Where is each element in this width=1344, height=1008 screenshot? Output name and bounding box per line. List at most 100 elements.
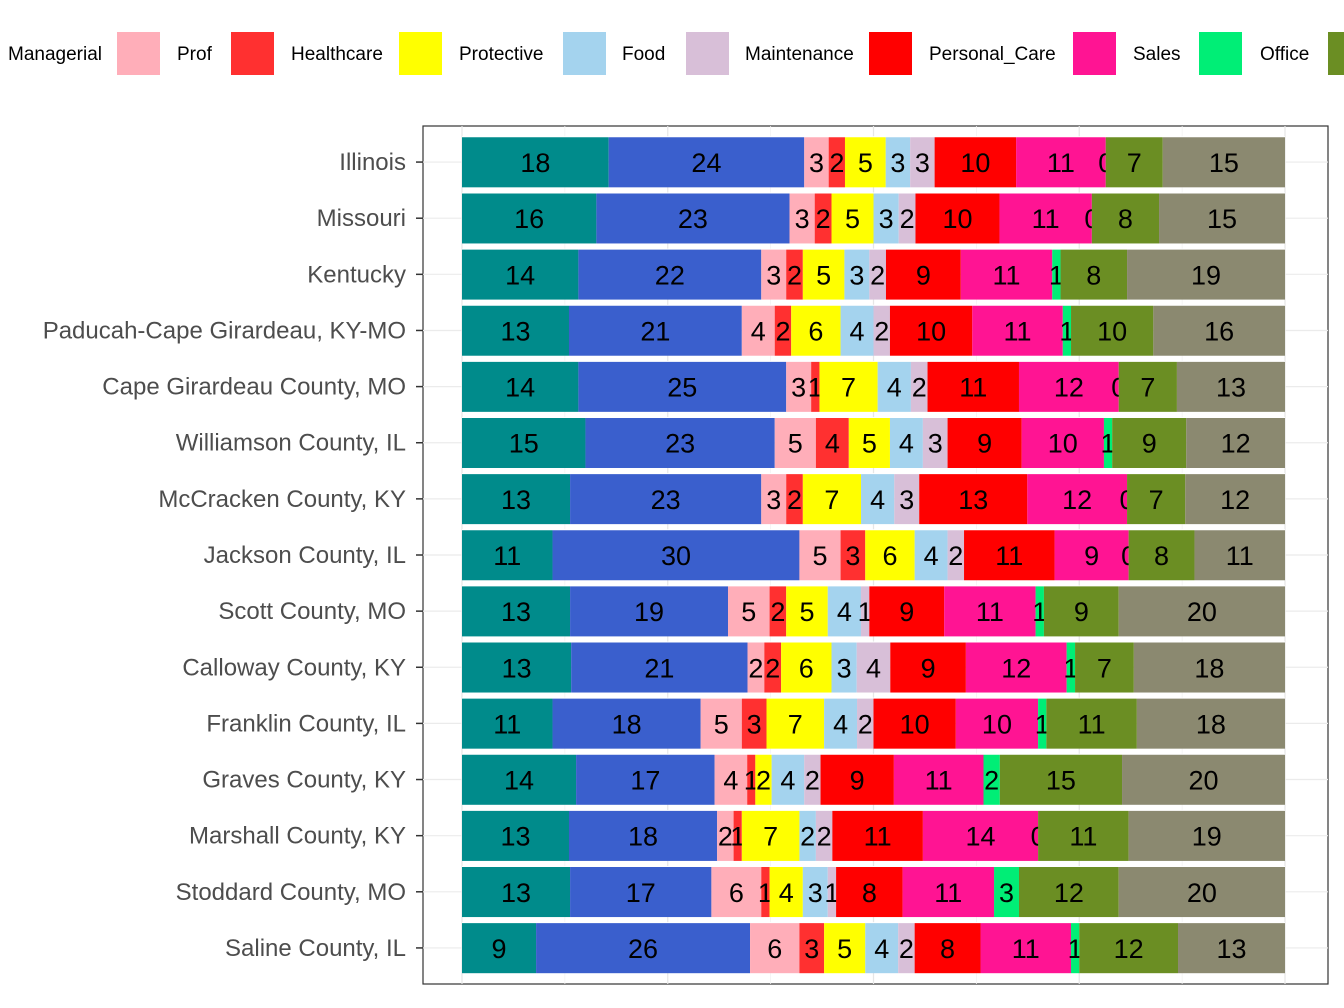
category-label: Franklin County, IL xyxy=(206,710,406,737)
bar-segment xyxy=(774,305,792,356)
bar-segment xyxy=(934,136,1017,188)
data-label: 9 xyxy=(1074,597,1089,627)
bar-segment xyxy=(462,136,609,188)
data-label: 4 xyxy=(850,316,865,346)
data-label: 5 xyxy=(799,597,814,627)
data-label: 3 xyxy=(808,878,823,908)
bar-segment xyxy=(462,754,577,805)
data-label: 26 xyxy=(628,934,658,964)
data-label: 3 xyxy=(766,485,781,515)
data-label: 17 xyxy=(626,878,656,908)
data-label: 3 xyxy=(804,934,819,964)
bar-segment xyxy=(462,810,569,861)
bar-segment xyxy=(799,810,816,861)
bar-segment xyxy=(828,136,845,188)
data-label: 9 xyxy=(921,653,936,683)
data-label: 6 xyxy=(808,316,823,346)
bar-segment xyxy=(741,810,800,861)
bar-segment xyxy=(1112,417,1187,468)
bar-segment xyxy=(922,417,948,468)
bar-segment xyxy=(1186,417,1285,468)
bar-segment xyxy=(910,361,928,412)
data-label: 2 xyxy=(748,653,763,683)
bar-segment xyxy=(1153,305,1285,356)
data-label: 2 xyxy=(900,204,915,234)
data-label: 1 xyxy=(824,878,839,908)
bar-segment xyxy=(1066,642,1076,693)
bar-segment xyxy=(831,192,874,244)
data-label: 6 xyxy=(767,934,782,964)
data-label: 15 xyxy=(1207,204,1237,234)
bar-segment xyxy=(856,642,891,693)
data-label: 1 xyxy=(858,597,873,627)
bar-segment xyxy=(799,922,825,974)
data-label: 4 xyxy=(780,766,795,796)
bar-segment xyxy=(578,361,787,412)
bar-segment xyxy=(585,417,775,468)
legend: Managerial Prof Healthcare Protective Food Ma… xyxy=(0,30,1344,80)
data-label: 17 xyxy=(630,766,660,796)
data-label: 30 xyxy=(661,541,691,571)
bar-segment xyxy=(972,305,1063,356)
data-label: 7 xyxy=(1149,485,1164,515)
bar-segment xyxy=(1035,585,1044,637)
bar-segment xyxy=(1054,529,1129,581)
legend-swatch xyxy=(1199,32,1242,75)
data-label: 25 xyxy=(667,373,697,403)
data-label: 3 xyxy=(795,204,810,234)
legend-label: Managerial xyxy=(8,44,102,65)
data-label: 11 xyxy=(1004,316,1032,346)
bar-segment xyxy=(840,529,866,581)
data-label: 13 xyxy=(958,485,988,515)
bar-segment xyxy=(761,866,770,918)
category-label: McCracken County, KY xyxy=(158,486,406,513)
data-label: 20 xyxy=(1187,878,1217,908)
data-label: 1 xyxy=(744,766,759,796)
bar-segment xyxy=(462,305,569,356)
bar-segment xyxy=(786,585,828,637)
data-label: 1 xyxy=(1059,316,1074,346)
bar-segment xyxy=(1136,698,1285,749)
data-label: 9 xyxy=(850,766,865,796)
bar-segment xyxy=(877,361,911,412)
bar-segment xyxy=(1122,754,1285,805)
legend-swatch xyxy=(869,32,912,75)
data-label: 1 xyxy=(1035,709,1050,739)
data-label: 1 xyxy=(758,878,773,908)
bar-segment xyxy=(1194,529,1285,581)
bar-segment xyxy=(791,305,841,356)
data-label: 8 xyxy=(1086,260,1101,290)
bar-segment xyxy=(1103,417,1113,468)
bar-segment xyxy=(1021,417,1104,468)
data-label: 11 xyxy=(1047,148,1075,178)
bar-segment xyxy=(889,305,973,356)
bar-segment xyxy=(873,192,899,244)
data-label: 9 xyxy=(899,597,914,627)
data-label: 2 xyxy=(787,485,802,515)
bar-segment xyxy=(741,305,775,356)
bar-segment xyxy=(914,922,981,974)
legend-swatch xyxy=(399,32,442,75)
data-label: 3 xyxy=(899,485,914,515)
data-label: 21 xyxy=(644,653,674,683)
bar-segment xyxy=(711,866,762,918)
data-label: 4 xyxy=(833,709,848,739)
legend-swatch xyxy=(563,32,606,75)
bar-segment xyxy=(781,642,832,693)
bar-segment xyxy=(552,529,800,581)
data-label: 16 xyxy=(1204,316,1234,346)
bar-segment xyxy=(927,361,1019,412)
bar-segment xyxy=(944,585,1036,637)
bar-segment xyxy=(869,585,945,637)
data-label: 4 xyxy=(924,541,939,571)
bar-segment xyxy=(865,922,899,974)
data-label: 10 xyxy=(1097,316,1127,346)
data-label: 2 xyxy=(829,148,844,178)
bar-segment xyxy=(578,249,762,300)
data-label: 9 xyxy=(977,429,992,459)
bar-segment xyxy=(766,698,825,749)
bar-segment xyxy=(570,585,729,637)
bar-segment xyxy=(1071,305,1154,356)
bar-segment xyxy=(1185,473,1285,525)
data-label: 12 xyxy=(1062,485,1092,515)
